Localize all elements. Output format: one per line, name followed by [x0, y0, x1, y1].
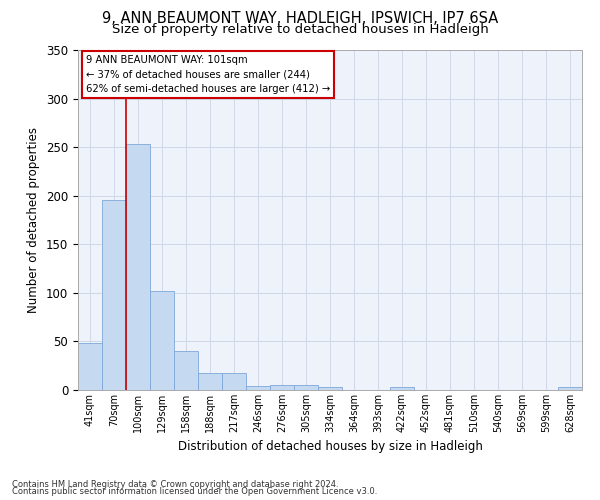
Bar [294, 385, 318, 390]
Text: 9 ANN BEAUMONT WAY: 101sqm
← 37% of detached houses are smaller (244)
62% of sem: 9 ANN BEAUMONT WAY: 101sqm ← 37% of deta… [86, 55, 330, 94]
Bar [222, 372, 246, 390]
Bar [246, 386, 270, 390]
X-axis label: Distribution of detached houses by size in Hadleigh: Distribution of detached houses by size … [178, 440, 482, 454]
Bar [102, 200, 126, 390]
Bar [78, 344, 102, 390]
Bar [558, 387, 582, 390]
Bar [270, 385, 294, 390]
Bar [174, 351, 198, 390]
Bar [150, 291, 174, 390]
Text: Contains HM Land Registry data © Crown copyright and database right 2024.: Contains HM Land Registry data © Crown c… [12, 480, 338, 489]
Y-axis label: Number of detached properties: Number of detached properties [28, 127, 40, 313]
Text: Contains public sector information licensed under the Open Government Licence v3: Contains public sector information licen… [12, 487, 377, 496]
Bar [318, 387, 342, 390]
Text: 9, ANN BEAUMONT WAY, HADLEIGH, IPSWICH, IP7 6SA: 9, ANN BEAUMONT WAY, HADLEIGH, IPSWICH, … [102, 11, 498, 26]
Text: Size of property relative to detached houses in Hadleigh: Size of property relative to detached ho… [112, 22, 488, 36]
Bar [198, 372, 222, 390]
Bar [390, 387, 414, 390]
Bar [126, 144, 150, 390]
